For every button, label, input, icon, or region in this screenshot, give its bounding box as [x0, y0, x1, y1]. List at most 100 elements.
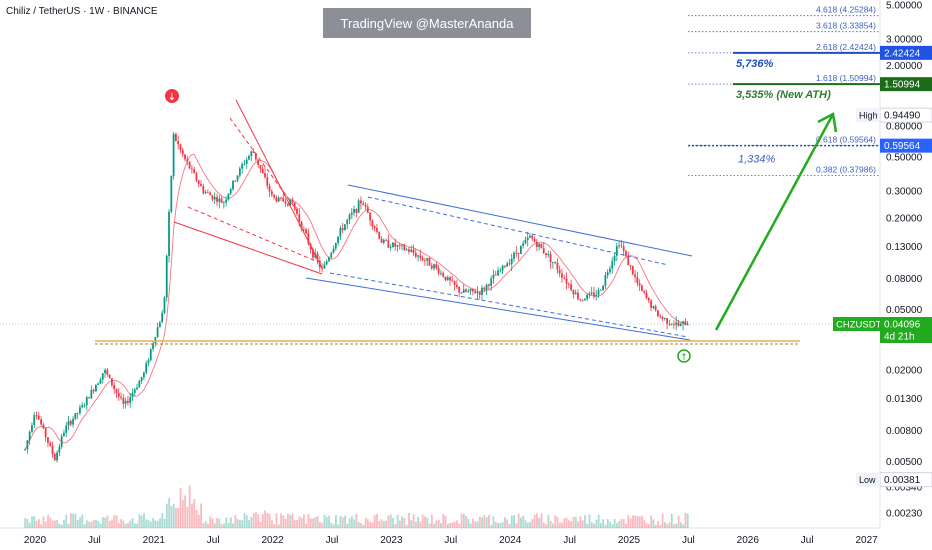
volume-bar	[437, 519, 440, 528]
candle-body	[494, 274, 497, 276]
volume-bar	[643, 520, 646, 528]
volume-bar	[117, 523, 120, 528]
volume-bar	[95, 520, 97, 528]
volume-bar	[284, 519, 287, 528]
candle-body	[266, 177, 269, 186]
buy-marker	[677, 349, 691, 363]
target-annotation: 5,736%	[736, 58, 774, 70]
volume-bar	[193, 499, 196, 528]
candle-body	[346, 219, 349, 225]
candle-body	[250, 151, 253, 157]
volume-bar	[659, 524, 662, 528]
candle-body	[408, 249, 410, 252]
volume-bar	[584, 515, 586, 528]
candle-body	[69, 420, 72, 425]
volume-bar	[79, 517, 81, 528]
candle-body	[323, 264, 326, 269]
volume-bar	[540, 513, 543, 528]
volume-bar	[161, 513, 164, 528]
x-tick-label: Jul	[207, 535, 220, 546]
candle-body	[140, 377, 143, 381]
candle-body	[510, 258, 513, 265]
volume-bar	[314, 517, 317, 528]
volume-bar	[179, 488, 182, 528]
candle-body	[127, 400, 129, 403]
candle-body	[83, 405, 86, 407]
candle-body	[634, 274, 636, 278]
candle-body	[273, 194, 276, 198]
candle-body	[554, 262, 557, 263]
candle-body	[302, 229, 305, 231]
volume-bar	[579, 516, 582, 528]
candle-body	[535, 241, 538, 248]
volume-bar	[200, 503, 203, 528]
volume-bar	[428, 523, 431, 528]
volume-bar	[35, 520, 38, 528]
candle-body	[156, 327, 159, 338]
candle-body	[65, 425, 68, 433]
volume-bar	[38, 519, 40, 528]
candle-body	[487, 284, 490, 286]
volume-bar	[545, 524, 547, 528]
volume-bar	[494, 521, 497, 528]
volume-bar	[307, 514, 310, 528]
volume-bar	[552, 523, 554, 528]
volume-bar	[679, 522, 682, 528]
candle-body	[117, 393, 120, 397]
candle-body	[428, 257, 431, 266]
candle-body	[629, 265, 632, 266]
candle-body	[385, 239, 387, 241]
candle-body	[90, 389, 93, 399]
candle-body	[602, 285, 605, 290]
channel-lower-line	[305, 277, 691, 341]
wedge-mid-upper	[229, 117, 301, 216]
candle-body	[410, 249, 413, 252]
candle-body	[108, 374, 111, 379]
candle-body	[321, 267, 323, 269]
volume-bar	[184, 495, 187, 528]
candle-body	[33, 415, 36, 426]
candle-body	[257, 159, 260, 166]
candle-body	[471, 288, 474, 292]
countdown-text: 4d 21h	[884, 332, 915, 343]
volume-bar	[177, 507, 180, 528]
candle-body	[161, 312, 164, 323]
volume-bar	[419, 521, 422, 528]
candle-body	[227, 193, 230, 200]
candle-body	[650, 300, 652, 308]
candle-body	[115, 389, 118, 394]
candle-body	[497, 270, 499, 276]
volume-bar	[264, 510, 266, 528]
volume-bar	[588, 514, 591, 528]
candle-body	[460, 292, 463, 294]
volume-bar	[670, 513, 673, 528]
candle-body	[538, 243, 541, 248]
volume-bar	[666, 523, 669, 528]
candle-body	[353, 209, 355, 213]
candle-body	[622, 246, 625, 252]
candle-body	[270, 191, 273, 195]
candle-body	[147, 360, 150, 364]
candle-body	[264, 173, 266, 178]
candle-body	[481, 287, 483, 295]
volume-bar	[556, 517, 559, 528]
volume-bar	[444, 515, 447, 528]
candle-body	[376, 228, 378, 232]
volume-bar	[348, 518, 351, 528]
candle-body	[371, 220, 374, 227]
candle-body	[382, 239, 385, 243]
candle-body	[277, 197, 280, 202]
volume-bar	[106, 515, 109, 528]
volume-bar	[275, 513, 278, 528]
candle-body	[657, 310, 659, 317]
candle-body	[216, 196, 218, 202]
volume-bar	[522, 515, 525, 528]
volume-bar	[152, 518, 155, 528]
volume-bar	[255, 512, 257, 528]
price-badge-text: 1.50994	[884, 80, 921, 91]
candle-body	[234, 180, 237, 182]
candle-body	[355, 209, 358, 213]
volume-bar	[380, 519, 383, 528]
candle-body	[577, 292, 579, 300]
